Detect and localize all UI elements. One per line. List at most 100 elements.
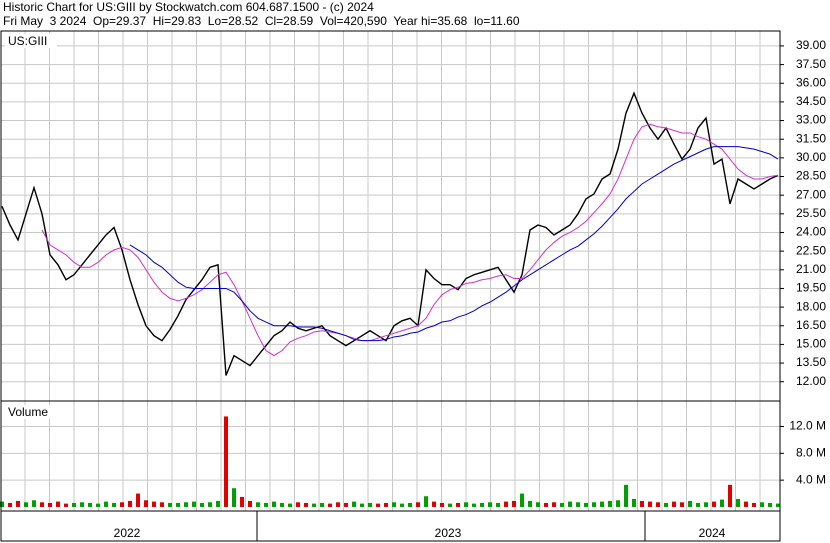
y-tick-label: 12.0 M (789, 419, 826, 433)
volume-bar (656, 502, 660, 507)
y-tick-label: 24.00 (796, 225, 826, 239)
volume-bar (600, 501, 604, 507)
header-quote: Fri May 3 2024 Op=29.37 Hi=29.83 Lo=28.5… (3, 14, 520, 28)
volume-bar (136, 493, 140, 507)
volume-bar (320, 502, 324, 507)
volume-bar (16, 500, 20, 507)
volume-bar (264, 502, 268, 507)
y-tick-label: 30.00 (796, 150, 826, 164)
volume-bar (464, 502, 468, 507)
volume-bar (104, 501, 108, 507)
x-axis-border (0, 510, 781, 542)
volume-bar (424, 496, 428, 507)
volume-bar (304, 502, 308, 507)
volume-bar (232, 488, 236, 507)
volume-bar (248, 500, 252, 507)
volume-bar (152, 501, 156, 507)
volume-bar (528, 500, 532, 507)
volume-bar (208, 502, 212, 507)
y-tick-label: 4.0 M (796, 472, 826, 486)
volume-bar (504, 501, 508, 507)
volume-bar (408, 502, 412, 507)
volume-bar (376, 503, 380, 507)
volume-bar (664, 502, 668, 507)
volume-bar (632, 498, 636, 507)
price-line (129, 146, 779, 342)
y-tick-label: 27.00 (796, 187, 826, 201)
volume-bar (216, 500, 220, 507)
label-bg (5, 34, 57, 48)
x-year-label: 2023 (435, 526, 462, 540)
volume-bar (360, 503, 364, 507)
volume-bar (8, 502, 12, 507)
price-line (41, 123, 779, 357)
y-tick-label: 34.50 (796, 94, 826, 108)
volume-bar (672, 501, 676, 507)
volume-bar (256, 502, 260, 507)
volume-bar (112, 502, 116, 507)
volume-bar (328, 503, 332, 507)
volume-bar (280, 502, 284, 507)
volume-bar (88, 502, 92, 507)
volume-bar (0, 501, 4, 507)
y-tick-label: 39.00 (796, 38, 826, 52)
volume-bar (160, 502, 164, 507)
volume-bar (752, 502, 756, 507)
volume-bar (352, 501, 356, 507)
volume-bar (336, 502, 340, 507)
volume-bar (48, 502, 52, 507)
volume-bar (192, 501, 196, 507)
volume-bar (184, 502, 188, 507)
y-tick-label: 8.0 M (796, 445, 826, 459)
volume-bar (648, 501, 652, 507)
volume-bar (440, 502, 444, 507)
volume-bar (592, 502, 596, 507)
volume-bar (120, 502, 124, 507)
volume-bar (680, 502, 684, 507)
volume-bar (560, 502, 564, 507)
volume-bar (72, 502, 76, 507)
price-panel-border (0, 30, 781, 402)
header-title: Historic Chart for US:GIII by Stockwatch… (3, 0, 374, 14)
volume-bar (736, 498, 740, 507)
y-tick-label: 37.50 (796, 57, 826, 71)
y-tick-label: 13.50 (796, 355, 826, 369)
volume-bar (168, 502, 172, 507)
y-tick-label: 33.00 (796, 113, 826, 127)
volume-bar (576, 502, 580, 507)
volume-bar (40, 502, 44, 507)
volume-bar (272, 501, 276, 507)
volume-bar (144, 500, 148, 507)
y-tick-label: 18.00 (796, 299, 826, 313)
y-tick-label: 12.00 (796, 374, 826, 388)
volume-bar (568, 501, 572, 507)
x-year-label: 2022 (114, 526, 141, 540)
volume-bar (432, 501, 436, 507)
volume-bar (200, 502, 204, 507)
volume-bar (296, 502, 300, 507)
volume-bar (488, 502, 492, 507)
volume-bar (472, 503, 476, 507)
volume-bar (24, 502, 28, 507)
volume-bar (624, 484, 628, 507)
y-tick-label: 15.00 (796, 337, 826, 351)
volume-bar (128, 500, 132, 507)
volume-bar (640, 500, 644, 507)
y-tick-label: 19.50 (796, 281, 826, 295)
y-tick-label: 16.50 (796, 318, 826, 332)
volume-bar (344, 502, 348, 507)
volume-bar (312, 503, 316, 507)
volume-bar (552, 502, 556, 507)
volume-bar (776, 503, 780, 507)
volume-bar (224, 416, 228, 507)
price-panel-label: US:GIII (8, 34, 47, 48)
volume-panel-label: Volume (8, 405, 48, 419)
volume-bar (368, 502, 372, 507)
volume-bar (584, 502, 588, 507)
volume-bar (768, 502, 772, 507)
y-tick-label: 22.50 (796, 243, 826, 257)
volume-bar (728, 484, 732, 507)
volume-bar (616, 500, 620, 507)
volume-bar (704, 502, 708, 507)
